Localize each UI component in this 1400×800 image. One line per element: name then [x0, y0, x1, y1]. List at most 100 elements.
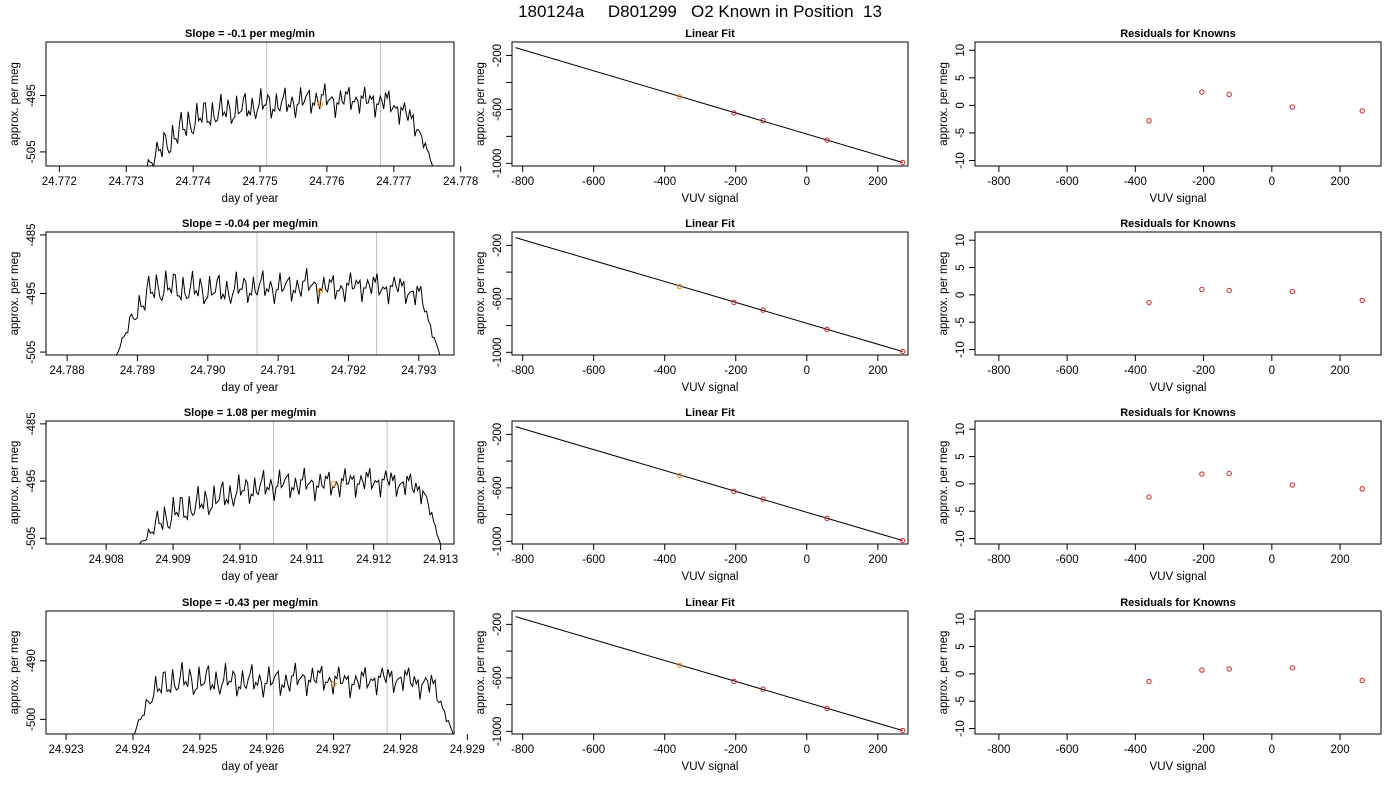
- y-tick-label: -600: [492, 98, 504, 121]
- x-axis-label: VUV signal: [1150, 571, 1207, 583]
- panel-linear-fit-3: Linear Fit -800 -600 -400 -200 0 200 -200 -600 -1…: [475, 407, 909, 583]
- y-tick-label: -1000: [492, 717, 504, 746]
- x-axis-label: VUV signal: [682, 761, 739, 773]
- panel-residuals-2: Residuals for Knowns -800 -600 -400 -200 0 200…: [938, 218, 1382, 394]
- plot-area: [1146, 286, 1365, 306]
- residual-point: [1289, 665, 1295, 671]
- y-axis-label: approx. per meg: [938, 62, 950, 146]
- residual-point: [1199, 667, 1205, 673]
- x-tick-label: 0: [1269, 744, 1275, 756]
- x-tick-label: -400: [1124, 365, 1147, 377]
- residual-point: [1359, 108, 1365, 114]
- x-tick-label: -800: [511, 365, 534, 377]
- y-tick-label: -1000: [492, 338, 504, 367]
- fit-point: [760, 118, 766, 124]
- x-tick-label: -400: [1124, 176, 1147, 188]
- highlight-point: [330, 681, 337, 688]
- x-axis-label: VUV signal: [1150, 382, 1207, 394]
- residual-point: [1289, 288, 1295, 295]
- plot-frame: [45, 420, 455, 545]
- x-tick-label: -400: [1124, 744, 1147, 756]
- plot-area: [1146, 665, 1365, 685]
- highlight-point: [317, 101, 324, 107]
- plot-area: [146, 42, 434, 166]
- y-tick-label: -5: [955, 317, 967, 327]
- plot-area: [139, 421, 442, 544]
- residual-point: [1359, 677, 1365, 684]
- x-tick-label: 24.788: [50, 365, 85, 377]
- y-axis-label: approx. per meg: [475, 252, 487, 336]
- y-tick-label: -505: [26, 140, 38, 163]
- panel-title: Residuals for Knowns: [1120, 218, 1236, 230]
- y-tick-label: -1000: [492, 527, 504, 556]
- x-tick-label: -400: [653, 554, 676, 566]
- x-tick-label: 24.924: [115, 744, 151, 756]
- x-tick-label: 24.910: [222, 554, 257, 566]
- y-tick-label: -485: [26, 223, 38, 246]
- y-tick-label: -600: [492, 476, 504, 499]
- y-tick-label: 5: [955, 453, 967, 459]
- panel-title: Residuals for Knowns: [1120, 407, 1236, 419]
- y-axis-label: approx. per meg: [475, 62, 487, 146]
- fit-point: [899, 159, 906, 166]
- fit-point: [676, 94, 683, 100]
- fit-point: [824, 705, 830, 712]
- x-tick-label: -800: [511, 554, 534, 566]
- y-tick-label: -10: [955, 720, 967, 737]
- x-tick-label: -600: [582, 554, 605, 566]
- fit-point: [760, 496, 766, 502]
- x-tick-label: -400: [653, 365, 676, 377]
- x-tick-label: 24.792: [331, 365, 366, 377]
- residual-point: [1199, 471, 1205, 477]
- fit-line: [515, 47, 903, 163]
- x-axis-label: day of year: [222, 761, 279, 773]
- plot-area: [1146, 470, 1365, 500]
- panel-title: Linear Fit: [685, 28, 735, 40]
- x-tick-label: -800: [987, 554, 1010, 566]
- x-tick-label: -600: [1056, 176, 1079, 188]
- fit-point: [760, 307, 766, 313]
- panel-residuals-4: Residuals for Knowns -800 -600 -400 -200 0 200…: [938, 597, 1382, 773]
- y-axis-label: approx. per meg: [9, 441, 21, 525]
- fit-point: [899, 348, 906, 355]
- y-tick-label: 0: [955, 102, 967, 108]
- x-tick-label: 200: [1330, 365, 1349, 377]
- y-tick-label: -200: [492, 613, 504, 636]
- panel-linear-fit-4: Linear Fit -800 -600 -400 -200 0 200 -200 -600 -1…: [475, 597, 909, 773]
- residual-point: [1146, 494, 1152, 500]
- panel-title: Linear Fit: [685, 218, 735, 230]
- x-tick-label: -600: [582, 365, 605, 377]
- x-tick-label: -200: [724, 176, 747, 188]
- fit-point: [731, 299, 737, 306]
- x-axis-label: day of year: [222, 571, 279, 583]
- x-tick-label: -600: [1056, 554, 1079, 566]
- x-tick-label: -400: [1124, 554, 1147, 566]
- panel-title: Residuals for Knowns: [1120, 597, 1236, 609]
- fit-line: [515, 616, 903, 732]
- plot-frame: [45, 41, 455, 167]
- panel-title: Slope = 1.08 per meg/min: [184, 407, 317, 419]
- fit-point: [899, 727, 906, 734]
- residual-point: [1146, 118, 1152, 124]
- y-tick-label: -600: [492, 666, 504, 689]
- panel-title: Linear Fit: [685, 597, 735, 609]
- y-tick-label: 0: [955, 481, 967, 487]
- y-axis-label: approx. per meg: [9, 252, 21, 336]
- x-tick-label: 24.913: [423, 554, 458, 566]
- x-tick-label: -200: [1192, 176, 1215, 188]
- y-axis-label: approx. per meg: [475, 441, 487, 525]
- y-tick-label: -600: [492, 287, 504, 310]
- x-tick-label: -200: [724, 744, 747, 756]
- x-tick-label: 200: [868, 744, 887, 756]
- x-tick-label: 0: [804, 176, 810, 188]
- x-tick-label: 24.927: [316, 744, 351, 756]
- panel-timeseries-3: Slope = 1.08 per meg/min 24.908 24.909 24.9…: [9, 407, 458, 583]
- x-tick-label: -800: [987, 365, 1010, 377]
- fit-point: [676, 472, 683, 479]
- panel-timeseries-4: Slope = -0.43 per meg/min 24.923 24.924 24.…: [9, 597, 485, 773]
- x-tick-label: 24.926: [249, 744, 284, 756]
- x-tick-label: 24.773: [109, 176, 144, 188]
- residual-point: [1146, 299, 1152, 306]
- x-tick-label: 24.928: [383, 744, 418, 756]
- residual-point: [1226, 287, 1232, 294]
